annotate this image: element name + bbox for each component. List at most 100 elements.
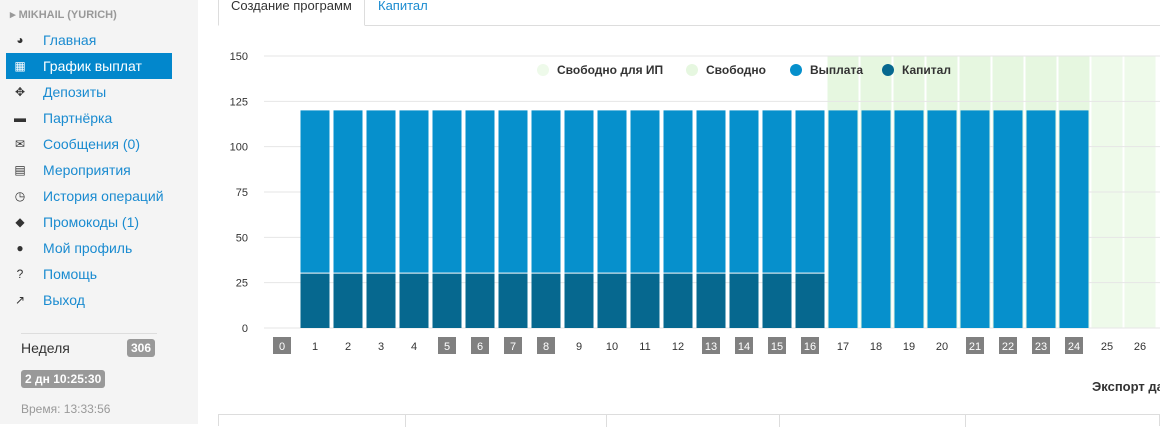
week-label: Неделя <box>21 340 70 356</box>
sidebar-item-label: Выход <box>43 292 85 308</box>
x-label-highlight <box>1032 337 1050 354</box>
x-tick-label: 2 <box>345 341 351 353</box>
sidebar-item-0[interactable]: ◕ Главная <box>6 27 172 53</box>
x-tick-label: 14 <box>738 341 750 353</box>
sidebar-item-8[interactable]: ● Мой профиль <box>6 235 172 261</box>
sidebar-item-label: Сообщения (0) <box>43 136 140 152</box>
bar-capital <box>531 273 561 328</box>
bar-capital <box>465 273 495 328</box>
y-tick-label: 0 <box>242 323 248 335</box>
legend-marker <box>882 64 894 76</box>
sidebar-item-label: Промокоды (1) <box>43 214 140 230</box>
x-label-highlight <box>768 337 786 354</box>
y-tick-label: 150 <box>230 51 248 63</box>
tag-icon: ◆ <box>15 215 25 229</box>
bar-payout <box>729 110 759 273</box>
legend-item: Капитал <box>902 63 951 77</box>
week-badge: 306 <box>127 339 156 357</box>
x-tick-label: 10 <box>606 341 618 353</box>
x-tick-label: 11 <box>639 341 650 353</box>
x-label-highlight <box>438 337 456 354</box>
bar-payout <box>399 110 429 273</box>
bar-payout <box>564 110 594 273</box>
x-tick-label: 9 <box>576 341 582 353</box>
sidebar-item-1[interactable]: ▦ График выплат <box>6 53 172 79</box>
sidebar-item-5[interactable]: ▤ Мероприятия <box>6 157 172 183</box>
x-tick-label: 1 <box>312 341 318 353</box>
bar-payout <box>432 110 462 273</box>
x-tick-label: 0 <box>279 341 285 353</box>
legend-marker <box>790 64 802 76</box>
x-label-highlight <box>702 337 720 354</box>
y-tick-label: 50 <box>236 232 248 244</box>
bar-capital <box>333 273 363 328</box>
bar-payout <box>663 110 693 273</box>
legend-item: Выплата <box>810 63 863 77</box>
x-tick-label: 15 <box>771 341 783 353</box>
x-tick-label: 4 <box>411 341 417 353</box>
sidebar-item-label: История операций <box>43 188 164 204</box>
bar-capital <box>498 273 528 328</box>
bar-capital <box>564 273 594 328</box>
bar-payout <box>300 110 330 273</box>
countdown-badge: 2 дн 10:25:30 <box>21 370 106 388</box>
sidebar: ▸ MIKHAIL (YURICH) ◕ Главная ▦ График выпла… <box>0 0 198 424</box>
bar-payout <box>366 110 396 273</box>
tab-bar: Создание программ Капитал <box>218 0 1160 26</box>
briefcase-icon: ▬ <box>14 111 26 125</box>
x-label-highlight <box>999 337 1017 354</box>
bar-payout <box>861 110 891 329</box>
sidebar-item-2[interactable]: ✥ Депозиты <box>6 79 172 105</box>
sidebar-item-label: Мой профиль <box>43 240 133 256</box>
bar-payout <box>333 110 363 273</box>
sidebar-item-3[interactable]: ▬ Партнёрка <box>6 105 172 131</box>
legend-marker <box>537 64 549 76</box>
sidebar-item-label: Помощь <box>43 266 98 282</box>
bar-payout <box>696 110 726 273</box>
divider <box>21 333 157 334</box>
sidebar-item-6[interactable]: ◷ История операций <box>6 183 172 209</box>
bar-capital <box>366 273 396 328</box>
sidebar-item-9[interactable]: ? Помощь <box>6 261 172 287</box>
x-label-highlight <box>966 337 984 354</box>
bar-payout <box>1026 110 1056 329</box>
sidebar-menu: ◕ Главная ▦ График выплат ✥ Депозиты ▬ Партнёрк… <box>6 27 172 313</box>
bar-capital <box>762 273 792 328</box>
tab-create-programs[interactable]: Создание программ <box>218 0 365 26</box>
x-tick-label: 18 <box>870 341 882 353</box>
legend-marker <box>686 64 698 76</box>
bar-payout <box>795 110 825 273</box>
bar-capital <box>630 273 660 328</box>
calendar-icon: ▦ <box>14 59 26 73</box>
x-tick-label: 5 <box>444 341 450 353</box>
legend-item: Свободно <box>706 63 766 77</box>
bar-payout <box>960 110 990 329</box>
bar-payout <box>1059 110 1089 329</box>
table-header <box>218 414 1160 427</box>
bar-payout <box>498 110 528 273</box>
x-label-highlight <box>735 337 753 354</box>
x-label-highlight <box>801 337 819 354</box>
sidebar-item-label: Мероприятия <box>43 162 131 178</box>
y-tick-label: 25 <box>236 278 248 290</box>
tab-capital[interactable]: Капитал <box>378 0 428 13</box>
user-icon: ● <box>16 241 24 255</box>
bar-capital <box>795 273 825 328</box>
x-tick-label: 8 <box>543 341 549 353</box>
bar-capital <box>399 273 429 328</box>
sidebar-item-4[interactable]: ✉ Сообщения (0) <box>6 131 172 157</box>
user-name: MIKHAIL (YURICH) <box>18 9 117 21</box>
sidebar-item-10[interactable]: ↗ Выход <box>6 287 172 313</box>
server-time: Время: 13:33:56 <box>21 402 111 416</box>
sidebar-item-7[interactable]: ◆ Промокоды (1) <box>6 209 172 235</box>
bar-payout <box>993 110 1023 329</box>
bar-payout <box>894 110 924 329</box>
y-tick-label: 100 <box>230 142 248 154</box>
bar-payout <box>762 110 792 273</box>
user-menu-toggle[interactable]: ▸ MIKHAIL (YURICH) <box>10 9 117 21</box>
export-button[interactable]: Экспорт да <box>1092 379 1160 394</box>
sidebar-item-label: График выплат <box>43 58 142 74</box>
x-tick-label: 20 <box>936 341 948 353</box>
question-icon: ? <box>16 267 24 281</box>
